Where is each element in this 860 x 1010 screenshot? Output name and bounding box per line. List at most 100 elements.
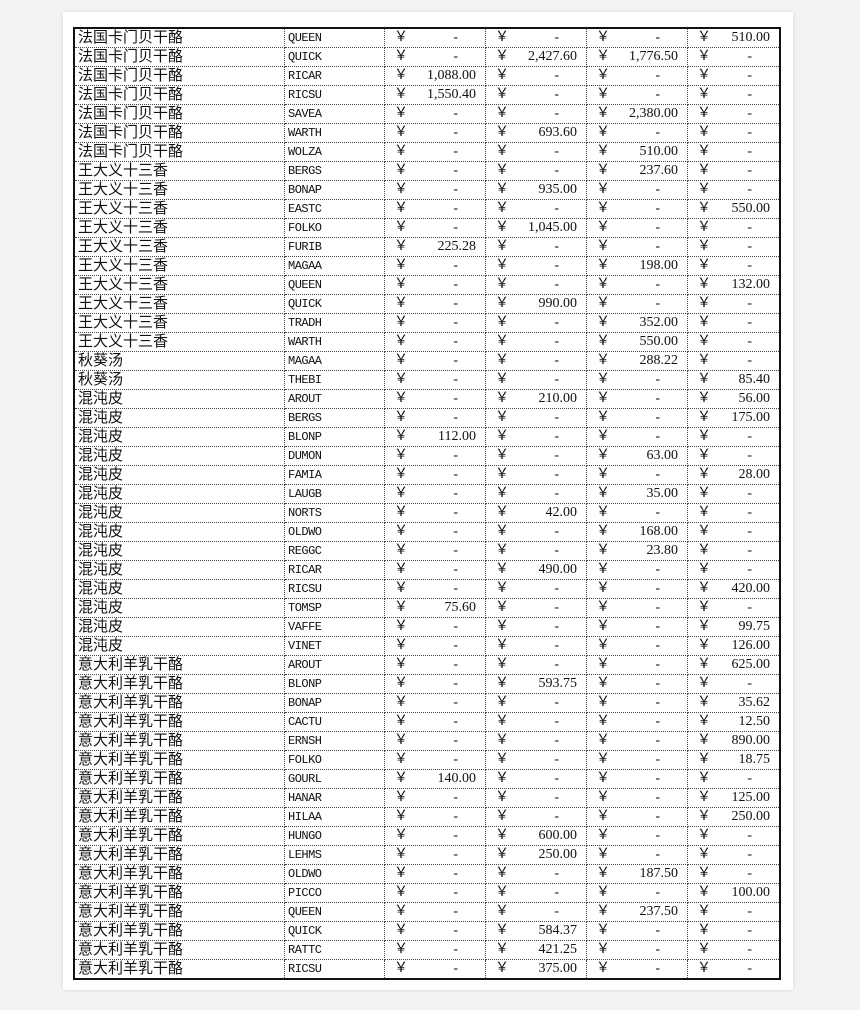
amount-cell-q2: ￥ 1,045.00 [485, 218, 587, 238]
amount-cell-q2: ￥ - [485, 28, 587, 48]
customer-code-cell: BERGS [284, 161, 385, 181]
customer-code-cell: WARTH [284, 123, 385, 143]
amount-value: - [453, 961, 458, 976]
amount-cell-q4: ￥ - [687, 674, 780, 694]
amount-cell-q2: ￥ - [485, 161, 587, 181]
amount-value: - [655, 239, 660, 254]
customer-code-cell: FOLKO [284, 750, 385, 770]
amount-value: 225.28 [437, 239, 477, 254]
currency-symbol: ￥ [697, 239, 711, 254]
amount-cell-q2: ￥ - [485, 693, 587, 713]
amount-cell-q4: ￥ - [687, 123, 780, 143]
product-name-cell: 秋葵汤 [74, 370, 285, 390]
currency-symbol: ￥ [394, 410, 408, 425]
currency-symbol: ￥ [495, 467, 509, 482]
amount-cell-q4: ￥ - [687, 902, 780, 922]
amount-cell-q1: ￥ 225.28 [384, 237, 486, 257]
product-name-cell: 混沌皮 [74, 408, 285, 428]
currency-symbol: ￥ [394, 771, 408, 786]
amount-cell-q4: ￥ - [687, 959, 780, 980]
currency-symbol: ￥ [394, 581, 408, 596]
table-row: 混沌皮 DUMON ￥ - ￥ - ￥ 63.00 ￥ - [74, 446, 780, 466]
amount-value: - [554, 657, 559, 672]
currency-symbol: ￥ [596, 277, 610, 292]
table-row: 混沌皮 VAFFE ￥ - ￥ - ￥ - ￥ 99.75 [74, 617, 780, 637]
customer-code-cell: BLONP [284, 427, 385, 447]
currency-symbol: ￥ [596, 790, 610, 805]
table-row: 意大利羊乳干酪 FOLKO ￥ - ￥ - ￥ - ￥ 18.75 [74, 750, 780, 770]
amount-value: - [453, 296, 458, 311]
product-name-cell: 秋葵汤 [74, 351, 285, 371]
table-row: 意大利羊乳干酪 HUNGO ￥ - ￥ 600.00 ￥ - ￥ - [74, 826, 780, 846]
currency-symbol: ￥ [495, 49, 509, 64]
amount-cell-q3: ￥ - [586, 712, 688, 732]
currency-symbol: ￥ [394, 657, 408, 672]
amount-value: - [655, 600, 660, 615]
amount-value: - [655, 771, 660, 786]
currency-symbol: ￥ [596, 581, 610, 596]
currency-symbol: ￥ [596, 353, 610, 368]
currency-symbol: ￥ [495, 391, 509, 406]
amount-cell-q3: ￥ - [586, 180, 688, 200]
amount-value: - [554, 752, 559, 767]
amount-value: - [554, 866, 559, 881]
product-name-cell: 混沌皮 [74, 446, 285, 466]
amount-cell-q2: ￥ - [485, 883, 587, 903]
amount-cell-q2: ￥ - [485, 237, 587, 257]
amount-cell-q2: ￥ - [485, 85, 587, 105]
amount-cell-q1: ￥ - [384, 959, 486, 980]
customer-code-cell: MAGAA [284, 256, 385, 276]
amount-cell-q4: ￥ - [687, 826, 780, 846]
amount-value: - [655, 467, 660, 482]
currency-symbol: ￥ [495, 714, 509, 729]
amount-cell-q3: ￥ - [586, 465, 688, 485]
amount-cell-q3: ￥ 1,776.50 [586, 47, 688, 67]
amount-value: - [747, 334, 752, 349]
customer-code-cell: HANAR [284, 788, 385, 808]
product-name-cell: 意大利羊乳干酪 [74, 674, 285, 694]
table-row: 王大义十三香 FOLKO ￥ - ￥ 1,045.00 ￥ - ￥ - [74, 218, 780, 238]
amount-value: - [747, 942, 752, 957]
customer-code-cell: OLDWO [284, 864, 385, 884]
currency-symbol: ￥ [394, 201, 408, 216]
amount-value: - [554, 543, 559, 558]
amount-value: 935.00 [538, 182, 578, 197]
currency-symbol: ￥ [495, 638, 509, 653]
customer-code-cell: RICSU [284, 959, 385, 980]
amount-value: 600.00 [538, 828, 578, 843]
product-name-cell: 法国卡门贝干酪 [74, 28, 285, 48]
amount-cell-q1: ￥ - [384, 883, 486, 903]
amount-value: - [747, 562, 752, 577]
amount-cell-q1: ￥ - [384, 256, 486, 276]
amount-value: - [655, 182, 660, 197]
amount-value: - [747, 676, 752, 691]
customer-code-cell: TOMSP [284, 598, 385, 618]
amount-cell-q2: ￥ - [485, 788, 587, 808]
customer-code-cell: WOLZA [284, 142, 385, 162]
currency-symbol: ￥ [697, 638, 711, 653]
amount-cell-q3: ￥ - [586, 560, 688, 580]
amount-value: - [747, 220, 752, 235]
amount-value: - [453, 220, 458, 235]
currency-symbol: ￥ [596, 695, 610, 710]
customer-code-cell: TRADH [284, 313, 385, 333]
amount-value: - [453, 581, 458, 596]
currency-symbol: ￥ [697, 87, 711, 102]
amount-value: - [453, 467, 458, 482]
currency-symbol: ￥ [394, 524, 408, 539]
amount-value: 125.00 [731, 790, 771, 805]
amount-value: - [655, 125, 660, 140]
amount-value: 210.00 [538, 391, 578, 406]
amount-cell-q3: ￥ - [586, 28, 688, 48]
amount-value: - [747, 144, 752, 159]
amount-cell-q4: ￥ - [687, 940, 780, 960]
amount-value: 198.00 [639, 258, 679, 273]
amount-cell-q2: ￥ - [485, 256, 587, 276]
table-row: 王大义十三香 QUEEN ￥ - ￥ - ￥ - ￥ 132.00 [74, 275, 780, 295]
amount-cell-q2: ￥ - [485, 579, 587, 599]
amount-cell-q4: ￥ 625.00 [687, 655, 780, 675]
amount-cell-q1: ￥ - [384, 408, 486, 428]
amount-cell-q2: ￥ - [485, 655, 587, 675]
currency-symbol: ￥ [697, 733, 711, 748]
currency-symbol: ￥ [697, 505, 711, 520]
